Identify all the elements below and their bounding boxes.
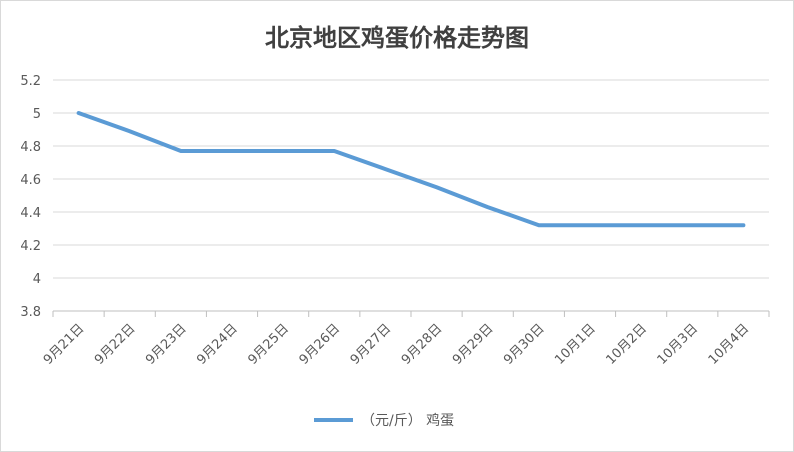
x-tick-label: 9月27日 — [348, 321, 395, 368]
series-layer — [76, 111, 746, 228]
x-tick-label: 10月4日 — [706, 321, 753, 368]
series-line — [76, 111, 746, 228]
y-tick-label: 4.8 — [20, 140, 41, 155]
x-tick-label: 9月28日 — [399, 321, 446, 368]
chart-title: 北京地区鸡蛋价格走势图 — [265, 24, 529, 52]
y-tick-label: 3.8 — [20, 305, 41, 320]
x-tick-label: 9月21日 — [41, 321, 88, 368]
x-tick-label: 9月29日 — [450, 321, 497, 368]
x-tick-label: 10月2日 — [603, 321, 650, 368]
grid-layer — [53, 79, 769, 312]
y-axis-ticks: 3.8 4 4.2 4.4 4.6 4.8 5 5.2 — [20, 74, 41, 320]
legend-label: （元/斤） 鸡蛋 — [361, 412, 454, 429]
x-tick-label: 10月1日 — [552, 321, 599, 368]
legend: （元/斤） 鸡蛋 — [314, 412, 454, 429]
x-tick-label: 10月3日 — [655, 321, 702, 368]
x-tick-label: 9月26日 — [297, 321, 344, 368]
y-tick-label: 4 — [33, 272, 41, 287]
y-tick-label: 4.2 — [20, 239, 41, 254]
x-tick-label: 9月22日 — [92, 321, 139, 368]
y-tick-label: 4.4 — [20, 206, 41, 221]
y-tick-label: 5.2 — [20, 74, 41, 89]
x-tick-label: 9月30日 — [501, 321, 548, 368]
x-tick-label: 9月24日 — [194, 321, 241, 368]
x-axis-ticks: 9月21日 9月22日 9月23日 9月24日 9月25日 9月26日 9月27日 9月28日… — [41, 311, 770, 368]
x-tick-label: 9月23日 — [143, 321, 190, 368]
y-tick-label: 5 — [33, 107, 41, 122]
x-tick-label: 9月25日 — [245, 321, 292, 368]
y-tick-label: 4.6 — [20, 173, 41, 188]
